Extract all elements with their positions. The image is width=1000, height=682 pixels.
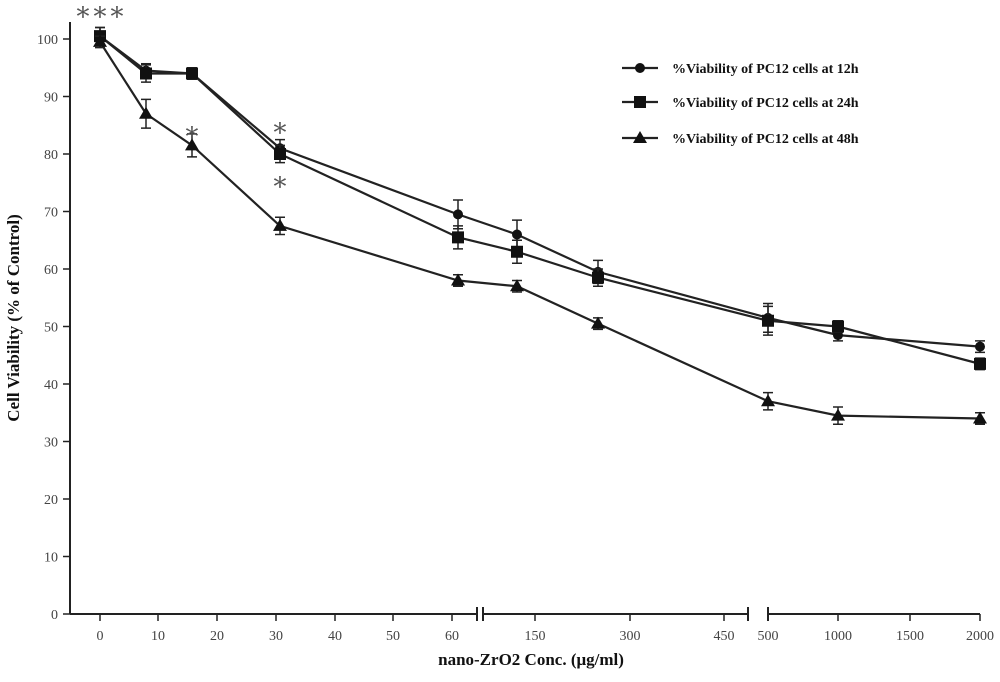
x-tick-label: 0 xyxy=(97,629,104,644)
y-tick-label: 90 xyxy=(44,91,58,106)
significance-star: ∗ xyxy=(271,167,289,196)
x-axis-label: nano-ZrO2 Conc. (μg/ml) xyxy=(438,650,624,669)
legend-label: %Viability of PC12 cells at 24h xyxy=(672,96,859,111)
x-axis xyxy=(70,607,980,621)
series-line xyxy=(99,35,981,348)
legend-label: %Viability of PC12 cells at 48h xyxy=(672,132,859,147)
data-point xyxy=(140,67,152,80)
significance-star: ∗ xyxy=(271,113,289,142)
data-point xyxy=(762,314,774,327)
x-tick-label: 50 xyxy=(386,629,400,644)
y-axis-label: Cell Viability (% of Control) xyxy=(4,214,23,421)
series-group xyxy=(93,26,987,425)
data-point xyxy=(274,148,286,160)
x-tick-label: 1500 xyxy=(896,629,924,644)
y-tick-label: 20 xyxy=(44,493,58,508)
data-point xyxy=(451,273,465,286)
x-tick-label: 500 xyxy=(758,629,779,644)
x-tick-label: 20 xyxy=(210,629,224,644)
series-2 xyxy=(94,26,986,371)
data-point xyxy=(975,341,985,352)
data-point xyxy=(832,320,844,333)
x-tick-label: 150 xyxy=(525,629,546,644)
series-3 xyxy=(93,34,987,425)
x-tick-label: 300 xyxy=(620,629,641,644)
data-point xyxy=(273,218,287,231)
data-point xyxy=(592,271,604,284)
y-tick-label: 30 xyxy=(44,436,58,451)
x-tick-label: 60 xyxy=(445,629,459,644)
data-point xyxy=(831,408,845,421)
legend: %Viability of PC12 cells at 12h %Viabilit… xyxy=(622,62,859,147)
y-tick-label: 100 xyxy=(37,33,58,48)
y-tick-label: 70 xyxy=(44,206,58,221)
x-ticks: 0 10 20 30 40 50 60 150 300 450 500 1000 1500 2000 xyxy=(97,614,994,644)
data-point xyxy=(186,67,198,80)
y-tick-label: 60 xyxy=(44,263,58,278)
annotations: ∗ ∗ ∗∗ ∗∗ xyxy=(74,0,289,196)
x-tick-label: 40 xyxy=(328,629,342,644)
data-point xyxy=(973,411,987,424)
legend-label: %Viability of PC12 cells at 12h xyxy=(672,62,859,77)
significance-star: ∗ xyxy=(74,0,92,26)
legend-marker xyxy=(635,63,645,73)
data-point xyxy=(761,394,775,407)
x-tick-label: 2000 xyxy=(966,629,994,644)
y-ticks: 0 10 20 30 40 50 60 70 80 90 100 xyxy=(37,33,70,623)
x-tick-label: 30 xyxy=(269,629,283,644)
data-point xyxy=(452,231,464,244)
legend-item: %Viability of PC12 cells at 24h xyxy=(622,96,859,111)
data-point xyxy=(510,279,524,292)
series-line xyxy=(99,41,981,420)
legend-marker xyxy=(634,96,646,108)
data-point xyxy=(185,138,199,151)
x-tick-label: 10 xyxy=(151,629,165,644)
data-point xyxy=(511,245,523,258)
x-tick-label: 450 xyxy=(714,629,735,644)
data-point xyxy=(591,316,605,329)
data-point xyxy=(139,106,153,119)
series-line xyxy=(99,35,981,365)
significance-star: ∗ xyxy=(183,117,201,146)
legend-item: %Viability of PC12 cells at 48h xyxy=(622,131,859,147)
significance-star: ∗ xyxy=(108,0,126,26)
y-tick-label: 50 xyxy=(44,321,58,336)
legend-marker xyxy=(633,131,647,143)
data-point xyxy=(453,209,463,220)
x-tick-label: 1000 xyxy=(824,629,852,644)
legend-item: %Viability of PC12 cells at 12h xyxy=(622,62,859,77)
data-point xyxy=(974,357,986,370)
data-point xyxy=(93,34,107,47)
y-tick-label: 80 xyxy=(44,148,58,163)
data-point xyxy=(512,229,522,240)
y-tick-label: 0 xyxy=(51,608,58,623)
y-tick-label: 40 xyxy=(44,378,58,393)
significance-star: ∗ xyxy=(91,0,109,26)
y-tick-label: 10 xyxy=(44,551,58,566)
